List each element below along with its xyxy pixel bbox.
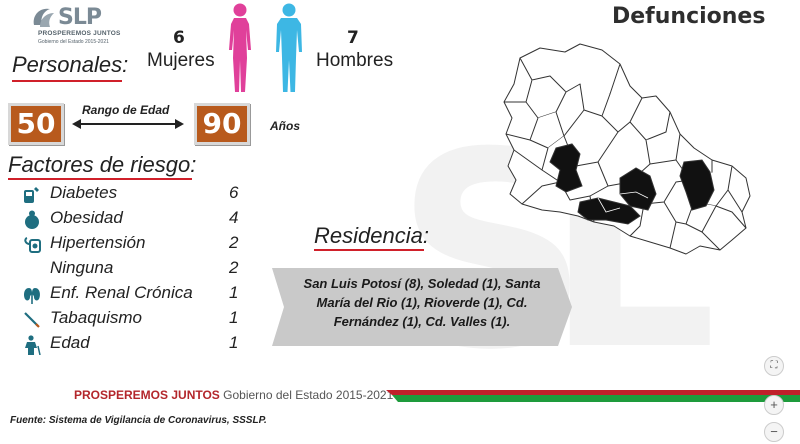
footer-brand-rest: Gobierno del Estado 2015-2021 bbox=[223, 388, 394, 402]
source-note: Fuente: Sistema de Vigilancia de Coronav… bbox=[10, 415, 267, 426]
footer-brand: PROSPEREMOS JUNTOS Gobierno del Estado 2… bbox=[74, 388, 393, 402]
age-range-label: Rango de Edad bbox=[82, 103, 170, 117]
risk-value: 1 bbox=[229, 308, 239, 327]
risk-value: 4 bbox=[229, 208, 239, 227]
elderly-icon bbox=[25, 335, 41, 355]
risk-row-hipertension: Hipertensión 2 bbox=[22, 233, 252, 257]
residence-text: San Luis Potosí (8), Soledad (1), Santa … bbox=[284, 274, 560, 331]
risk-label: Ninguna bbox=[50, 258, 114, 277]
residence-line-2: María del Rio (1), Rioverde (1), Cd. bbox=[316, 295, 528, 310]
male-count: 7 bbox=[347, 28, 359, 48]
map-outline bbox=[503, 43, 751, 255]
map-highlight-valles bbox=[679, 159, 715, 211]
risk-factors-underline bbox=[8, 178, 192, 180]
risk-label: Hipertensión bbox=[50, 233, 146, 252]
footer-brand-bold: PROSPEREMOS JUNTOS bbox=[74, 388, 220, 402]
risk-label: Edad bbox=[50, 333, 90, 352]
personales-header: Personales: bbox=[12, 52, 129, 77]
female-label: Mujeres bbox=[147, 50, 215, 71]
obesity-icon bbox=[25, 210, 39, 229]
residencia-header: Residencia: bbox=[314, 223, 429, 248]
map-highlight-sanluis bbox=[549, 143, 583, 193]
glucometer-icon bbox=[24, 187, 39, 203]
fit-screen-button[interactable]: ⛶ bbox=[764, 356, 784, 376]
slp-logo: SLP PROSPEREMOS JUNTOS Gobierno del Esta… bbox=[8, 3, 128, 47]
blood-pressure-icon bbox=[24, 237, 41, 253]
cigarette-icon bbox=[24, 312, 40, 328]
risk-row-tabaquismo: Tabaquismo 1 bbox=[22, 308, 252, 332]
risk-row-renal: Enf. Renal Crónica 1 bbox=[22, 283, 252, 307]
logo-name: SLP bbox=[58, 5, 102, 30]
zoom-in-button[interactable]: + bbox=[764, 395, 784, 415]
risk-factors-header: Factores de riesgo: bbox=[8, 152, 197, 177]
residence-line-3: Fernández (1), Cd. Valles (1). bbox=[333, 314, 511, 329]
logo-mark-icon bbox=[33, 8, 54, 27]
age-max-box: 90 bbox=[194, 103, 250, 145]
risk-value: 2 bbox=[229, 258, 239, 277]
risk-label: Enf. Renal Crónica bbox=[50, 283, 193, 302]
female-figure-icon bbox=[229, 3, 251, 92]
kidney-icon bbox=[24, 288, 40, 304]
map-highlight-rioverde bbox=[619, 167, 657, 211]
page-title: Defunciones bbox=[612, 4, 766, 29]
male-label: Hombres bbox=[316, 50, 394, 71]
footer-stripe bbox=[386, 390, 800, 402]
risk-value: 2 bbox=[229, 233, 239, 252]
age-unit: Años bbox=[270, 119, 300, 133]
risk-label: Tabaquismo bbox=[50, 308, 142, 327]
risk-label: Diabetes bbox=[50, 183, 118, 202]
banner-shape bbox=[272, 268, 572, 346]
personales-underline bbox=[12, 80, 122, 82]
zoom-out-button[interactable]: − bbox=[764, 422, 784, 442]
risk-row-ninguna: Ninguna 2 bbox=[22, 258, 252, 282]
risk-label: Obesidad bbox=[50, 208, 123, 227]
risk-value: 6 bbox=[229, 183, 239, 202]
male-figure-icon bbox=[276, 3, 302, 92]
logo-tagline: PROSPEREMOS JUNTOS bbox=[38, 30, 121, 37]
state-map bbox=[503, 43, 751, 255]
age-min-box: 50 bbox=[8, 103, 64, 145]
double-arrow-icon bbox=[72, 119, 184, 129]
female-count: 6 bbox=[173, 28, 185, 48]
risk-value: 1 bbox=[229, 333, 239, 352]
risk-row-diabetes: Diabetes 6 bbox=[22, 183, 252, 207]
residencia-underline bbox=[314, 249, 424, 251]
residence-line-1: San Luis Potosí (8), Soledad (1), Santa bbox=[303, 276, 541, 291]
risk-value: 1 bbox=[229, 283, 239, 302]
risk-row-edad: Edad 1 bbox=[22, 333, 252, 357]
residence-banner: San Luis Potosí (8), Soledad (1), Santa … bbox=[272, 268, 572, 346]
risk-row-obesidad: Obesidad 4 bbox=[22, 208, 252, 232]
logo-subline: Gobierno del Estado 2015-2021 bbox=[38, 39, 109, 45]
